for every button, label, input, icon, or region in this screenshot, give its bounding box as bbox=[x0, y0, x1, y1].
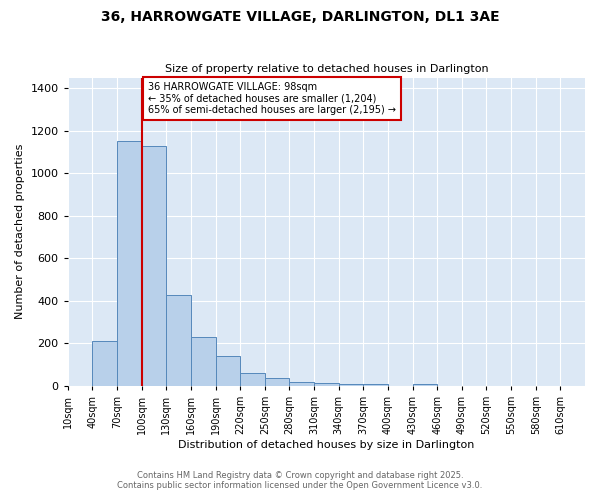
Bar bbox=[142, 146, 166, 386]
Bar bbox=[92, 342, 117, 386]
Bar bbox=[117, 142, 142, 386]
Bar bbox=[413, 384, 437, 386]
Bar bbox=[364, 384, 388, 386]
Bar bbox=[215, 356, 240, 386]
Bar bbox=[166, 294, 191, 386]
Text: 36, HARROWGATE VILLAGE, DARLINGTON, DL1 3AE: 36, HARROWGATE VILLAGE, DARLINGTON, DL1 … bbox=[101, 10, 499, 24]
Bar bbox=[289, 382, 314, 386]
Title: Size of property relative to detached houses in Darlington: Size of property relative to detached ho… bbox=[164, 64, 488, 74]
Bar bbox=[338, 384, 364, 386]
Bar bbox=[314, 383, 338, 386]
Bar bbox=[240, 374, 265, 386]
Y-axis label: Number of detached properties: Number of detached properties bbox=[15, 144, 25, 320]
Bar bbox=[191, 337, 215, 386]
X-axis label: Distribution of detached houses by size in Darlington: Distribution of detached houses by size … bbox=[178, 440, 475, 450]
Bar bbox=[265, 378, 289, 386]
Text: Contains HM Land Registry data © Crown copyright and database right 2025.
Contai: Contains HM Land Registry data © Crown c… bbox=[118, 470, 482, 490]
Text: 36 HARROWGATE VILLAGE: 98sqm
← 35% of detached houses are smaller (1,204)
65% of: 36 HARROWGATE VILLAGE: 98sqm ← 35% of de… bbox=[148, 82, 396, 116]
